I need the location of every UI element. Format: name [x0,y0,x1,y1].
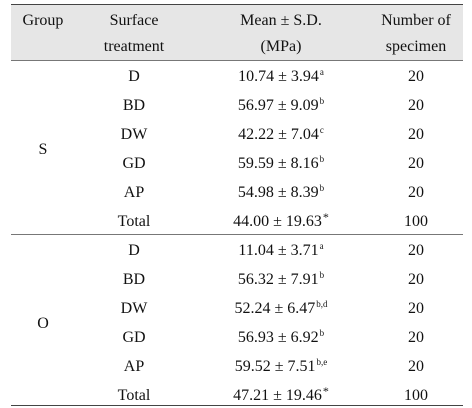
table-bottom-rule [11,405,463,406]
mean-sd-value: 11.04 ± 3.71 [238,242,319,259]
header-group: Group [22,12,64,29]
treatment-cell: DW [120,126,148,143]
significance-superscript: * [322,384,329,398]
treatment-cell: D [128,242,140,259]
treatment-cell: D [128,68,140,85]
group-label: S [38,140,48,158]
table-header: Group Surface treatment Mean ± S.D. (MPa… [11,5,463,60]
specimen-count-cell: 20 [408,155,424,172]
specimen-count-cell: 20 [408,126,424,143]
significance-superscript: b,e [316,357,328,367]
specimen-count-cell: 20 [408,358,424,375]
specimen-count-cell: 100 [404,213,428,230]
significance-superscript: a [319,241,324,251]
header-number-line1: Number of [381,12,451,29]
mean-sd-cell: 59.52 ± 7.51b,e [193,357,369,377]
mean-sd-value: 44.00 ± 19.63 [233,213,322,230]
header-surface-line1: Surface [109,12,159,29]
mean-sd-value: 42.22 ± 7.04 [238,126,319,143]
mean-sd-cell: 56.97 ± 9.09b [193,96,369,116]
header-bottom-rule [11,60,463,61]
treatment-cell: AP [123,184,145,201]
mean-sd-cell: 44.00 ± 19.63* [193,210,369,232]
treatment-cell: BD [122,97,146,114]
header-mean-line1: Mean ± S.D. [240,12,322,29]
significance-superscript: b [319,96,325,106]
treatment-cell: BD [122,271,146,288]
significance-superscript: b,d [316,299,328,309]
mean-sd-cell: 56.32 ± 7.91b [193,270,369,290]
mean-sd-cell: 56.93 ± 6.92b [193,328,369,348]
significance-superscript: b [319,154,325,164]
specimen-count-cell: 20 [408,300,424,317]
specimen-count-cell: 100 [404,387,428,404]
mean-sd-cell: 52.24 ± 6.47b,d [193,299,369,319]
mean-sd-value: 56.93 ± 6.92 [237,329,319,346]
mean-sd-value: 59.59 ± 8.16 [237,155,319,172]
significance-superscript: b [319,328,325,338]
mean-sd-value: 10.74 ± 3.94 [238,68,319,85]
treatment-cell: GD [122,329,146,346]
group-separator-rule [11,234,463,235]
mean-sd-cell: 11.04 ± 3.71a [193,241,369,261]
mean-sd-value: 54.98 ± 8.39 [237,184,319,201]
mean-sd-cell: 59.59 ± 8.16b [193,154,369,174]
mean-sd-value: 59.52 ± 7.51 [234,358,316,375]
mean-sd-cell: 42.22 ± 7.04c [193,125,369,145]
specimen-count-cell: 20 [408,184,424,201]
specimen-count-cell: 20 [408,329,424,346]
significance-superscript: c [319,125,324,135]
mean-sd-value: 56.32 ± 7.91 [237,271,319,288]
group-label: O [37,314,49,332]
table-top-rule [11,4,463,5]
significance-superscript: a [319,67,324,77]
mean-sd-cell: 47.21 ± 19.46* [193,384,369,406]
mean-sd-value: 47.21 ± 19.46 [233,387,322,404]
treatment-cell: DW [120,300,148,317]
specimen-count-cell: 20 [408,242,424,259]
treatment-cell: Total [117,387,151,404]
mean-sd-cell: 54.98 ± 8.39b [193,183,369,203]
treatment-cell: Total [117,213,151,230]
significance-superscript: b [319,270,325,280]
header-surface-line2: treatment [103,38,165,55]
specimen-count-cell: 20 [408,68,424,85]
mean-sd-cell: 10.74 ± 3.94a [193,67,369,87]
specimen-count-cell: 20 [408,97,424,114]
header-mean-line2: (MPa) [260,38,302,55]
mean-sd-value: 56.97 ± 9.09 [237,97,319,114]
header-number-line2: specimen [385,38,447,55]
treatment-cell: GD [122,155,146,172]
mean-sd-value: 52.24 ± 6.47 [234,300,316,317]
treatment-cell: AP [123,358,145,375]
significance-superscript: b [319,183,325,193]
significance-superscript: * [322,210,329,224]
specimen-count-cell: 20 [408,271,424,288]
